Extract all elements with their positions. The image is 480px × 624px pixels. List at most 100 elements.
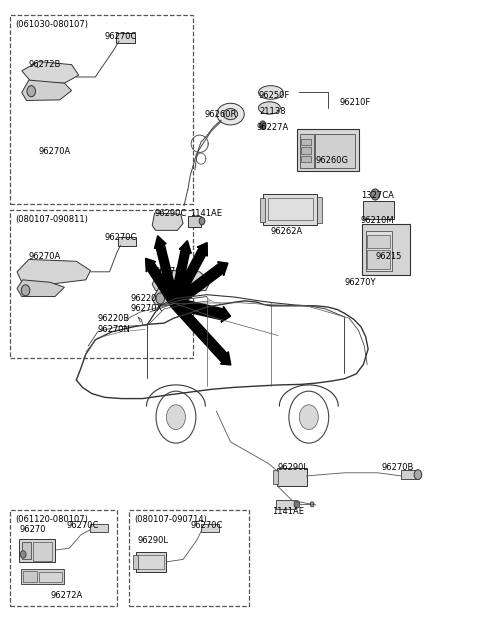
Bar	[263, 195, 317, 225]
Bar	[317, 197, 322, 223]
Bar	[363, 201, 394, 219]
Text: 96270A: 96270A	[29, 252, 61, 261]
Text: 96270C: 96270C	[105, 233, 137, 242]
FancyArrow shape	[145, 258, 178, 307]
Polygon shape	[17, 260, 91, 284]
FancyArrow shape	[171, 243, 207, 306]
Polygon shape	[152, 213, 183, 230]
Bar	[10, 210, 192, 358]
Bar	[90, 524, 108, 532]
Text: 96270C: 96270C	[105, 32, 137, 41]
Polygon shape	[22, 80, 72, 100]
Polygon shape	[22, 62, 79, 83]
Bar	[367, 235, 390, 248]
Polygon shape	[152, 270, 211, 293]
Text: (080107-090714): (080107-090714)	[134, 515, 207, 524]
Bar	[301, 139, 311, 145]
Circle shape	[21, 285, 30, 296]
Text: 96210M: 96210M	[361, 216, 395, 225]
FancyArrow shape	[174, 298, 230, 322]
Bar	[23, 570, 37, 582]
Text: 21138: 21138	[259, 107, 286, 115]
Bar	[19, 539, 55, 562]
Text: 96250F: 96250F	[259, 91, 290, 100]
Bar	[201, 524, 219, 532]
Bar	[116, 33, 135, 43]
FancyArrow shape	[170, 241, 191, 305]
Polygon shape	[152, 288, 185, 306]
FancyArrow shape	[172, 299, 231, 365]
Circle shape	[371, 189, 380, 200]
Text: 96210F: 96210F	[340, 99, 371, 107]
Bar	[22, 542, 31, 559]
Bar	[33, 542, 52, 560]
Polygon shape	[17, 280, 64, 296]
Circle shape	[414, 470, 422, 480]
Bar	[401, 470, 417, 479]
Ellipse shape	[217, 104, 244, 125]
Text: 96290L: 96290L	[278, 464, 309, 472]
Bar	[10, 510, 117, 606]
Text: (061120-080107): (061120-080107)	[15, 515, 88, 524]
Ellipse shape	[259, 102, 280, 114]
Text: 96290L: 96290L	[138, 536, 169, 545]
Bar	[39, 572, 61, 582]
Bar	[301, 147, 311, 154]
Text: 96272B: 96272B	[29, 60, 61, 69]
Text: 96270A: 96270A	[155, 267, 187, 276]
Text: 96220: 96220	[131, 294, 157, 303]
Text: 96270B: 96270B	[382, 464, 414, 472]
Text: 96227A: 96227A	[257, 123, 289, 132]
Text: 96270N: 96270N	[97, 325, 131, 334]
Bar	[133, 555, 137, 568]
Bar	[261, 198, 265, 222]
Text: 96215: 96215	[375, 252, 402, 261]
Text: 96270A: 96270A	[38, 147, 71, 156]
Bar	[129, 510, 250, 606]
Bar	[315, 134, 355, 168]
Bar	[367, 250, 390, 269]
Text: (080107-090811): (080107-090811)	[15, 215, 88, 224]
Circle shape	[156, 293, 165, 304]
Circle shape	[199, 217, 205, 225]
Circle shape	[310, 502, 314, 507]
Text: 1141AE: 1141AE	[190, 208, 222, 218]
Bar	[10, 15, 192, 204]
Ellipse shape	[223, 109, 238, 120]
Bar	[273, 470, 278, 484]
Bar	[138, 555, 164, 568]
Bar	[21, 568, 64, 584]
Bar	[366, 231, 392, 271]
Text: 1141AE: 1141AE	[272, 507, 304, 515]
Bar	[362, 224, 410, 275]
Bar	[276, 500, 295, 509]
Bar	[276, 468, 307, 486]
Bar	[300, 134, 313, 168]
Circle shape	[294, 500, 300, 508]
Bar	[301, 156, 311, 162]
Text: 96270: 96270	[19, 525, 46, 534]
Circle shape	[20, 551, 26, 558]
Circle shape	[300, 405, 318, 429]
Circle shape	[167, 405, 185, 429]
Text: 96262A: 96262A	[271, 227, 303, 236]
FancyArrow shape	[155, 236, 179, 305]
Bar	[267, 198, 312, 220]
Bar	[136, 552, 167, 572]
Text: 96260G: 96260G	[316, 156, 349, 165]
Text: 96272A: 96272A	[50, 591, 83, 600]
Text: 96260R: 96260R	[204, 110, 237, 119]
Text: 96270X: 96270X	[131, 305, 163, 313]
Text: 96270C: 96270C	[67, 521, 99, 530]
Text: (061030-080107): (061030-080107)	[15, 20, 89, 29]
FancyArrow shape	[172, 261, 228, 308]
Bar	[118, 237, 136, 246]
Text: 96290C: 96290C	[155, 208, 187, 218]
Bar	[297, 129, 359, 171]
Circle shape	[260, 121, 266, 130]
Circle shape	[27, 85, 36, 97]
Text: 96270C: 96270C	[190, 521, 223, 530]
Bar	[188, 215, 201, 227]
Text: 96270Y: 96270Y	[344, 278, 376, 287]
Text: 1327CA: 1327CA	[361, 191, 394, 200]
